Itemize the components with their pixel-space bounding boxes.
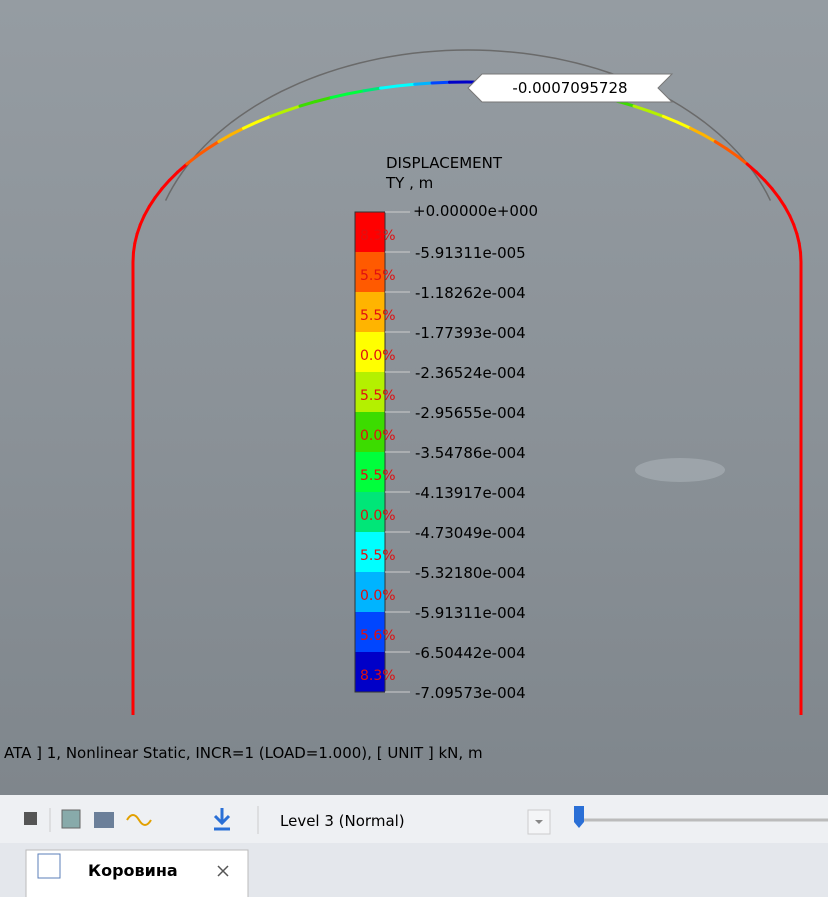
legend-percent: 5.5% <box>360 268 396 284</box>
legend-level: -7.09573e-004 <box>415 684 526 702</box>
legend-title: DISPLACEMENT <box>386 154 503 172</box>
arch-segment <box>432 82 449 83</box>
viewport: -0.0007095728 DISPLACEMENT TY , m 8.3% 5.… <box>0 0 828 897</box>
legend-level: -4.73049e-004 <box>415 524 526 542</box>
legend-percent: 5.5% <box>360 548 396 564</box>
callout: -0.0007095728 <box>468 74 672 102</box>
legend-level: +0.00000e+000 <box>413 202 538 220</box>
arch-segment <box>398 84 415 86</box>
level-select[interactable]: Level 3 (Normal) <box>280 812 405 830</box>
legend-percent: 0.0% <box>360 588 396 604</box>
background <box>0 0 828 795</box>
legend-level: -5.91311e-005 <box>415 244 526 262</box>
legend-percent: 8.3% <box>360 668 396 684</box>
screen: -0.0007095728 DISPLACEMENT TY , m 8.3% 5.… <box>0 0 828 897</box>
legend-level: -1.18262e-004 <box>415 284 526 302</box>
record-button[interactable] <box>94 812 114 828</box>
legend-level: -2.36524e-004 <box>415 364 526 382</box>
legend-level: -6.50442e-004 <box>415 644 526 662</box>
legend-percent: 0.0% <box>360 348 396 364</box>
status-text: ATA ] 1, Nonlinear Static, INCR=1 (LOAD=… <box>4 744 483 762</box>
callout-text: -0.0007095728 <box>512 79 627 97</box>
legend-level: -5.91311e-004 <box>415 604 526 622</box>
cloud <box>635 458 725 482</box>
legend-unit: TY , m <box>385 174 433 192</box>
save-button[interactable] <box>62 810 80 828</box>
legend-level: -2.95655e-004 <box>415 404 526 422</box>
legend-level: -4.13917e-004 <box>415 484 526 502</box>
legend-percent: 5.5% <box>360 388 396 404</box>
legend-percent: 5.5% <box>360 308 396 324</box>
arch-segment <box>415 83 432 84</box>
legend-level: -3.54786e-004 <box>415 444 526 462</box>
legend-percent: 0.0% <box>360 428 396 444</box>
doc-icon <box>38 854 60 878</box>
legend-percent: 0.0% <box>360 508 396 524</box>
stop-button[interactable] <box>24 812 37 825</box>
legend-percent: 8.3% <box>360 228 396 244</box>
tab-label[interactable]: Коровина <box>88 861 178 880</box>
legend-percent: 5.5% <box>360 468 396 484</box>
legend-level: -5.32180e-004 <box>415 564 526 582</box>
legend-level: -1.77393e-004 <box>415 324 526 342</box>
legend-percent: 5.6% <box>360 628 396 644</box>
